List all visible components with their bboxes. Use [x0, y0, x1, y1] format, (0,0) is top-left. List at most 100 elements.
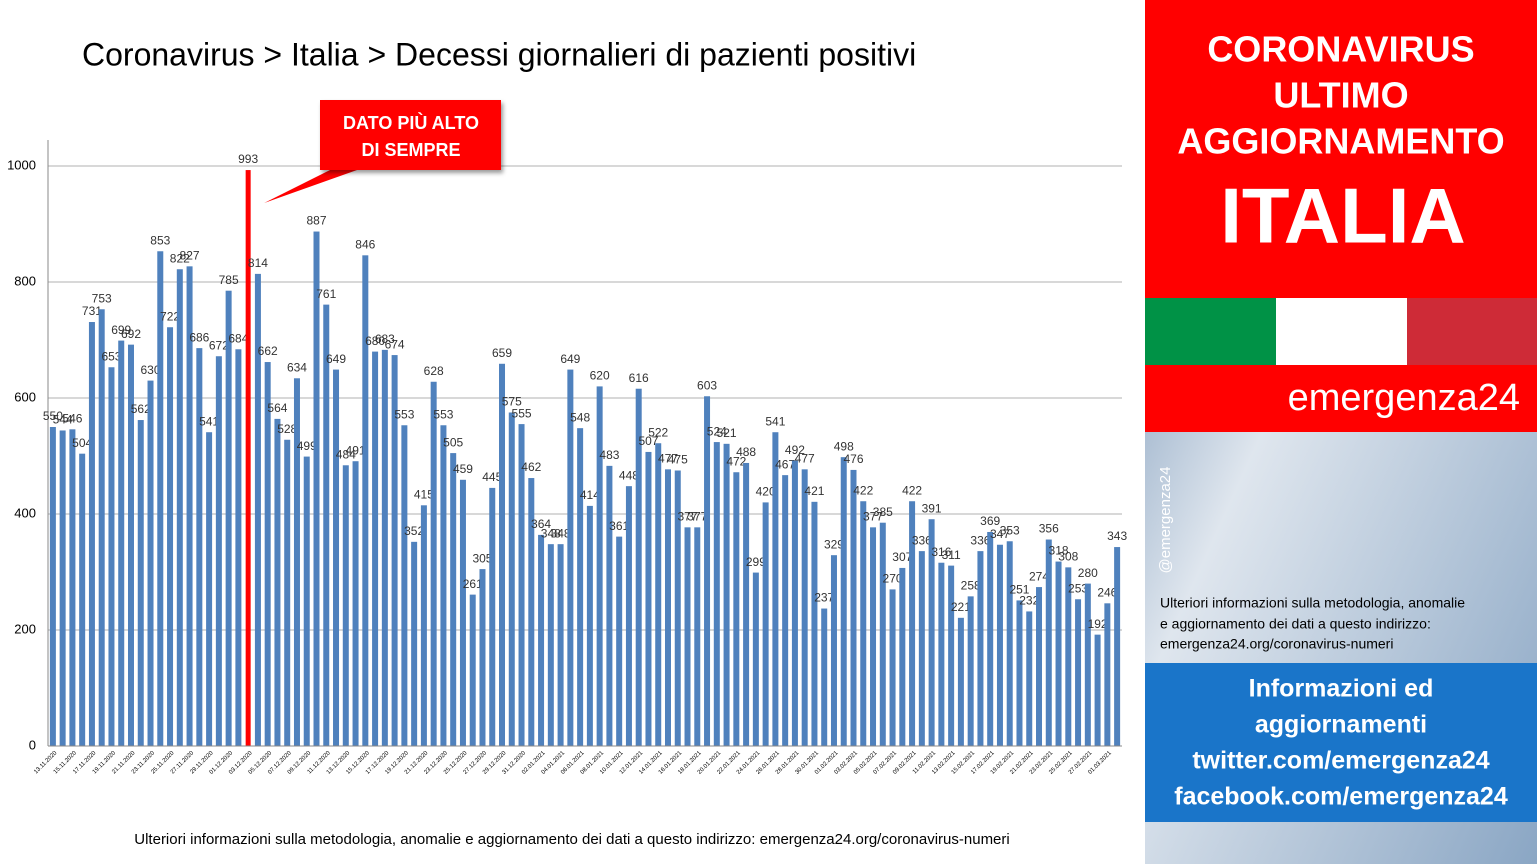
value-label: 477	[795, 452, 815, 466]
social-line: Informazioni ed	[1249, 675, 1434, 703]
value-label: 649	[560, 352, 580, 366]
bar	[967, 596, 974, 746]
brand-box	[1145, 365, 1537, 432]
bar	[567, 369, 574, 746]
bar	[870, 527, 877, 746]
bar	[186, 266, 193, 746]
value-label: 459	[453, 462, 473, 476]
handle: @emergenza24	[1157, 467, 1174, 574]
bar	[147, 380, 154, 746]
value-label: 467	[775, 457, 795, 471]
bar	[499, 363, 506, 746]
value-label: 421	[804, 484, 824, 498]
value-label: 246	[1097, 585, 1117, 599]
bar	[264, 362, 271, 746]
bar	[127, 344, 134, 746]
bar	[752, 572, 759, 746]
value-label: 649	[326, 352, 346, 366]
value-label: 488	[736, 445, 756, 459]
social-line: aggiornamenti	[1255, 711, 1427, 739]
value-label: 484	[336, 447, 356, 461]
info-line: emergenza24.org/coronavirus-numeri	[1160, 636, 1393, 652]
bar	[547, 544, 554, 746]
bar	[821, 608, 828, 746]
value-label: 356	[1039, 522, 1059, 536]
bar	[684, 527, 691, 746]
bar	[889, 589, 896, 746]
bar	[918, 551, 925, 746]
value-label: 472	[726, 454, 746, 468]
value-label: 391	[922, 501, 942, 515]
value-label: 348	[551, 526, 571, 540]
value-label: 548	[570, 410, 590, 424]
value-label: 846	[355, 237, 375, 251]
value-label: 505	[443, 435, 463, 449]
value-label: 683	[375, 332, 395, 346]
bar	[996, 544, 1003, 746]
bar	[118, 340, 125, 746]
value-label: 299	[746, 555, 766, 569]
bar	[225, 290, 232, 746]
value-label: 686	[189, 330, 209, 344]
bar	[586, 505, 593, 746]
bar	[801, 469, 808, 746]
value-label: 887	[306, 214, 326, 228]
y-tick-label: 400	[14, 505, 36, 520]
value-label: 722	[160, 309, 180, 323]
bar	[176, 269, 183, 746]
bar	[840, 457, 847, 746]
bar	[49, 427, 56, 746]
value-label: 692	[121, 327, 141, 341]
value-label: 448	[619, 468, 639, 482]
bar	[850, 469, 857, 746]
value-label: 498	[834, 439, 854, 453]
info-line: e aggiornamento dei dati a questo indiri…	[1160, 616, 1431, 632]
bar	[362, 255, 369, 746]
bar	[938, 562, 945, 746]
value-label: 308	[1058, 550, 1078, 564]
value-label: 555	[512, 406, 532, 420]
bar	[274, 418, 281, 746]
bar	[293, 378, 300, 746]
value-label: 258	[961, 579, 981, 593]
headline: CORONAVIRUS	[1207, 29, 1474, 70]
social-box	[1145, 663, 1537, 822]
value-label: 499	[297, 439, 317, 453]
country: ITALIA	[1220, 172, 1466, 260]
value-label: 377	[678, 510, 698, 524]
bar	[333, 369, 340, 746]
flag-red	[1407, 298, 1537, 365]
bar	[1075, 599, 1082, 746]
info-line: Ulteriori informazioni sulla metodologia…	[1160, 595, 1465, 611]
bar	[860, 501, 867, 746]
value-label: 445	[482, 470, 502, 484]
value-label: 672	[209, 338, 229, 352]
bar	[879, 522, 886, 746]
bar	[1006, 541, 1013, 746]
bar	[528, 478, 535, 746]
bar	[420, 505, 427, 746]
value-label: 521	[717, 426, 737, 440]
value-label: 192	[1088, 617, 1108, 631]
bar	[957, 617, 964, 746]
bar	[1026, 611, 1033, 746]
y-tick-label: 200	[14, 621, 36, 636]
bar	[830, 555, 837, 746]
bar	[381, 349, 388, 746]
value-label: 251	[1009, 583, 1029, 597]
value-label: 477	[658, 452, 678, 466]
bar	[596, 386, 603, 746]
y-tick-label: 1000	[7, 157, 36, 172]
bar	[704, 396, 711, 746]
annotation-box	[320, 100, 501, 170]
bar	[372, 351, 379, 746]
value-label: 731	[82, 304, 102, 318]
value-label: 544	[53, 413, 73, 427]
annotation-text: DI SEMPRE	[361, 140, 460, 160]
bar	[1055, 561, 1062, 746]
bar	[723, 443, 730, 746]
bar	[1094, 634, 1101, 746]
value-label: 546	[62, 411, 82, 425]
bar	[1036, 587, 1043, 746]
bar	[469, 594, 476, 746]
